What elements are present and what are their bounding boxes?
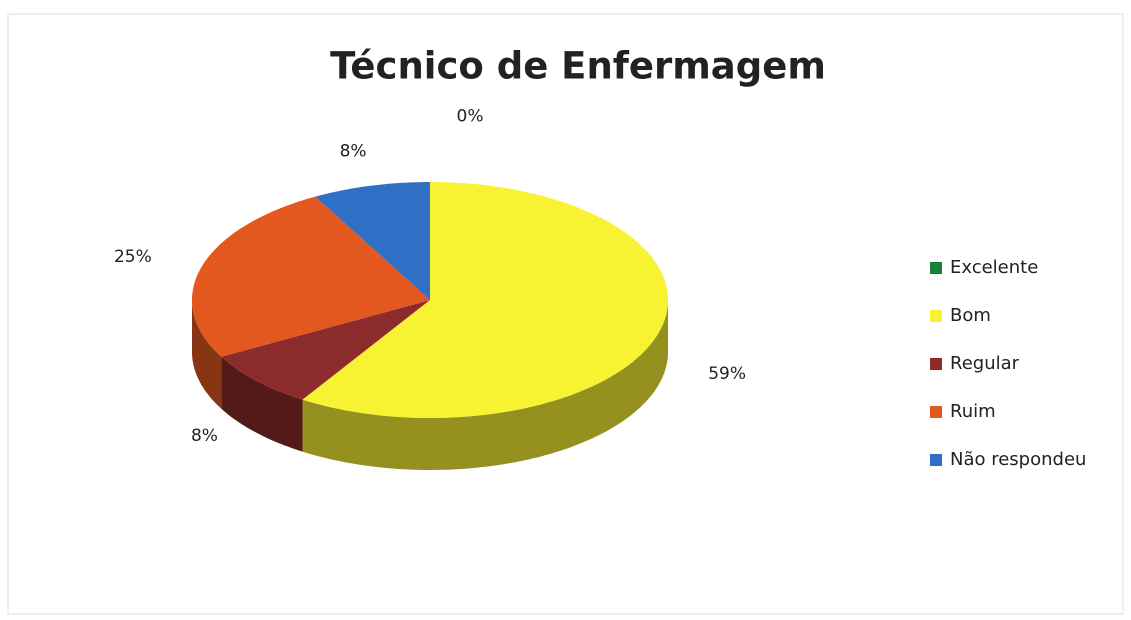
data-label: 8% <box>340 141 367 161</box>
chart-title: Técnico de Enfermagem <box>330 45 826 88</box>
slice <box>221 300 430 400</box>
legend-label: Bom <box>950 305 991 326</box>
legend-swatch <box>930 454 942 466</box>
legend-label: Excelente <box>950 257 1038 278</box>
legend-swatch <box>930 310 942 322</box>
legend-swatch <box>930 406 942 418</box>
legend-label: Ruim <box>950 401 996 422</box>
slice <box>315 182 430 300</box>
data-label: 8% <box>191 426 218 446</box>
data-label: 0% <box>457 107 484 127</box>
slice-side <box>302 300 668 470</box>
legend-swatch <box>930 262 942 274</box>
slice <box>192 196 430 357</box>
data-label: 59% <box>708 364 746 384</box>
legend-label: Regular <box>950 353 1020 374</box>
legend-swatch <box>930 358 942 370</box>
legend-label: Não respondeu <box>950 449 1086 470</box>
slice-side <box>221 356 303 452</box>
slice-side <box>192 300 222 409</box>
slice <box>302 182 668 418</box>
data-label: 25% <box>114 247 152 267</box>
